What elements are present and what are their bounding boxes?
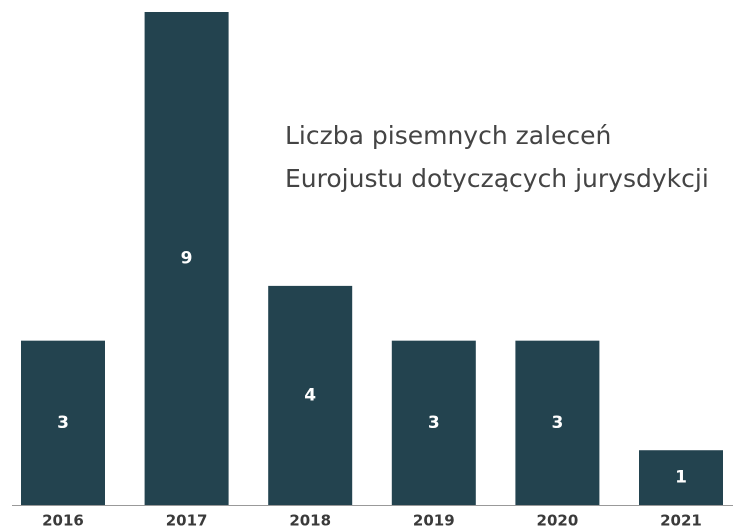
value-label: 1 [675, 468, 687, 488]
bar [21, 340, 105, 505]
chart-title: Eurojustu dotyczących jurysdykcji [285, 164, 709, 193]
x-tick-label: 2016 [42, 512, 84, 530]
value-label: 3 [551, 413, 563, 433]
x-tick-label: 2021 [660, 512, 702, 530]
value-label: 3 [428, 413, 440, 433]
bar [268, 285, 353, 505]
bar [144, 12, 229, 505]
value-label: 9 [181, 249, 193, 269]
x-tick-label: 2020 [537, 512, 579, 530]
chart-title: Liczba pisemnych zaleceń [285, 121, 611, 150]
x-tick-label: 2018 [289, 512, 331, 530]
bar [515, 340, 600, 505]
value-label: 3 [57, 413, 69, 433]
x-tick-label: 2017 [166, 512, 208, 530]
x-tick-label: 2019 [413, 512, 455, 530]
bar [391, 340, 476, 505]
value-label: 4 [304, 385, 316, 405]
bar [639, 450, 723, 505]
